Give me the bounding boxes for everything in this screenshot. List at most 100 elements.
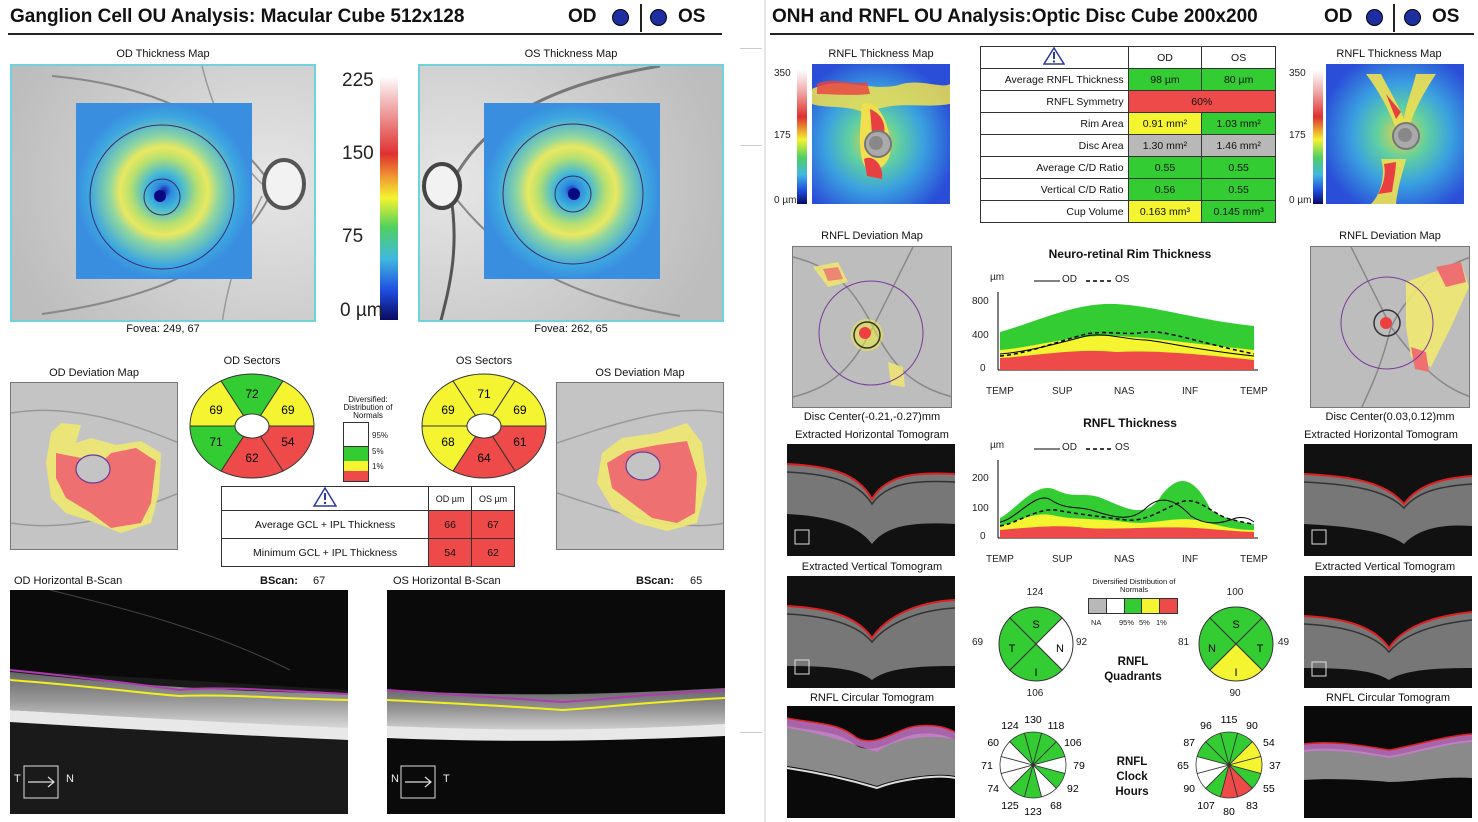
os-circular-tomogram[interactable] <box>1304 706 1472 818</box>
os-deviation-map[interactable] <box>556 382 724 550</box>
os-sectors-title: OS Sectors <box>455 355 513 367</box>
os-ext-v-tomogram[interactable] <box>1304 576 1472 688</box>
rim-xtick-temp: TEMP <box>986 386 1014 397</box>
rnfl-legend <box>1088 598 1178 614</box>
os-horizontal-bscan[interactable]: N T <box>387 590 725 814</box>
right-header-rule <box>770 33 1474 35</box>
os-quadrant-letter: I <box>1234 667 1237 679</box>
rim-xtick-temp2: TEMP <box>1240 386 1268 397</box>
od-rnfl-quadrants[interactable]: 124 69 92 106 S N I T <box>972 584 1088 704</box>
thickness-color-scale <box>380 76 398 320</box>
os-clock-value: 87 <box>1183 737 1195 749</box>
os-sectors-chart[interactable]: 71 69 61 64 68 69 <box>420 372 548 480</box>
gcl-avg-label: Average GCL + IPL Thickness <box>220 510 430 539</box>
os-rnfl-deviation-map[interactable] <box>1310 246 1470 408</box>
od-sector-3 <box>220 435 284 479</box>
right-os-label: OS <box>1432 6 1460 27</box>
os-rnfl-quadrants[interactable]: 100 81 49 90 S T I N <box>1178 584 1289 704</box>
gcl-avg-os: 67 <box>471 510 515 539</box>
os-quad-bottom: 90 <box>1229 688 1241 699</box>
rim-ytick-0: 0 <box>980 363 986 374</box>
os-rnfl-dev-title: RNFL Deviation Map <box>1339 230 1441 242</box>
od-rnfl-scale-0: 0 µm <box>774 195 797 206</box>
os-rnfl-clock-hours[interactable]: 115 90 54 37 55 83 80 107 90 65 87 96 <box>1166 708 1292 822</box>
os-rnfl-thickness-map[interactable] <box>1326 64 1464 204</box>
od-rnfl-thickness-map[interactable] <box>812 64 950 204</box>
od-rnfl-scale-350: 350 <box>774 68 791 79</box>
gcl-thickness-table: OD µm OS µm Average GCL + IPL Thickness … <box>220 486 515 567</box>
od-sector-0 <box>220 373 284 417</box>
os-sector-0 <box>452 373 516 417</box>
legend-os-line <box>1086 280 1112 282</box>
od-dot-icon <box>612 9 629 26</box>
od-quad-bottom: 106 <box>1026 688 1044 699</box>
od-sectors-chart[interactable]: 72 69 54 62 71 69 <box>188 372 316 480</box>
report-separator <box>764 0 766 822</box>
rim-thickness-chart[interactable]: µm OD OS 800 400 0 TEMP SUP NAS INF TEMP <box>972 268 1268 402</box>
os-quad-left: 81 <box>1178 637 1190 648</box>
onh-rim-label: Rim Area <box>980 112 1129 135</box>
od-thickness-map[interactable] <box>10 64 316 322</box>
onh-rim-od: 0.91 mm² <box>1127 112 1203 135</box>
legend-1: 1% <box>372 462 384 471</box>
os-clock-value: 80 <box>1223 806 1235 818</box>
od-deviation-map[interactable] <box>10 382 178 550</box>
os-clock-value: 37 <box>1269 760 1281 772</box>
legend-os-line <box>1086 448 1112 450</box>
rnfl-clock-label: RNFL Clock Hours <box>1115 756 1149 798</box>
os-ext-h-tomogram[interactable] <box>1304 444 1472 556</box>
od-clock-value: 71 <box>981 760 993 772</box>
od-clock-value: 74 <box>987 783 999 795</box>
rnfl-ytick-200: 200 <box>972 473 989 484</box>
rnfl-thickness-chart[interactable]: µm OD OS 200 100 0 TEMP SUP NAS INF TEMP <box>972 436 1268 570</box>
od-sector-5 <box>189 380 245 427</box>
onh-disc-od: 1.30 mm² <box>1127 134 1203 157</box>
left-header-rule <box>8 33 722 35</box>
tick-mark <box>740 732 762 733</box>
os-thickness-map-title: OS Thickness Map <box>524 48 618 60</box>
od-deviation-map-title: OD Deviation Map <box>49 367 139 379</box>
od-ext-h-tomogram[interactable] <box>787 444 955 556</box>
od-rnfl-scale-175: 175 <box>774 130 791 141</box>
os-sector-1 <box>491 380 547 427</box>
scale-label-75: 75 <box>342 226 364 247</box>
od-bscan-title: OD Horizontal B-Scan <box>14 575 123 587</box>
left-report-title: Ganglion Cell OU Analysis: Macular Cube … <box>10 6 465 27</box>
os-rnfl-map-title: RNFL Thickness Map <box>1336 48 1442 60</box>
gcl-min-os: 62 <box>471 538 515 567</box>
od-bscan-orient-n: N <box>66 773 74 785</box>
os-quadrant-3 <box>1198 617 1237 671</box>
rnfl-legend-95: 95% <box>1119 618 1135 627</box>
onh-avg-rnfl-od: 98 µm <box>1127 68 1203 91</box>
od-rnfl-deviation-map[interactable] <box>792 246 952 408</box>
od-rnfl-map-title: RNFL Thickness Map <box>828 48 934 60</box>
os-fovea-label: Fovea: 262, 65 <box>534 323 608 335</box>
od-circular-tomogram[interactable] <box>787 706 955 818</box>
os-thickness-map[interactable] <box>418 64 724 322</box>
os-dot-icon-right <box>1404 9 1421 26</box>
onh-cup-os: 0.145 mm³ <box>1201 200 1276 223</box>
os-sector-5 <box>421 380 477 427</box>
od-thickness-map-title: OD Thickness Map <box>116 48 210 60</box>
od-disc-center: Disc Center(-0.21,-0.27)mm <box>803 411 941 423</box>
rim-ytick-800: 800 <box>972 296 989 307</box>
os-sector-3 <box>452 435 516 479</box>
onh-vert-cd-label: Vertical C/D Ratio <box>980 178 1129 201</box>
rnfl-legend-1: 1% <box>1156 618 1167 627</box>
os-clock-value: 54 <box>1263 737 1275 749</box>
os-clock-value: 83 <box>1246 800 1258 812</box>
left-os-label: OS <box>678 6 706 27</box>
scale-label-225: 225 <box>342 70 374 91</box>
legend-5: 5% <box>372 447 384 456</box>
legend-od-line <box>1034 448 1060 450</box>
od-ext-v-tomogram[interactable] <box>787 576 955 688</box>
onh-symmetry-value: 60% <box>1127 90 1277 113</box>
rnfl-xtick-nas: NAS <box>1114 554 1135 565</box>
onh-vert-cd-os: 0.55 <box>1201 178 1276 201</box>
os-disc-center: Disc Center(0.03,0.12)mm <box>1325 411 1455 423</box>
rnfl-ytick-0: 0 <box>980 531 986 542</box>
rnfl-legend-title: Diversified Distribution of Normals <box>1092 577 1176 594</box>
od-quad-right: 92 <box>1076 637 1088 648</box>
od-rnfl-clock-hours[interactable]: 130 118 106 79 92 68 123 125 74 71 60 124 <box>970 708 1096 822</box>
od-horizontal-bscan[interactable]: T N <box>10 590 348 814</box>
